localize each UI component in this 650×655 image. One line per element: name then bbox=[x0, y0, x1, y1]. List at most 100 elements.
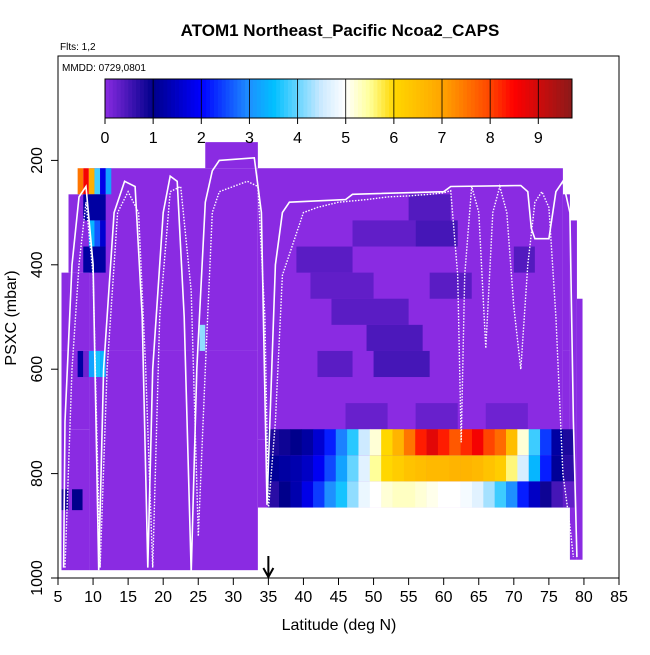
transect-cell bbox=[279, 455, 291, 482]
transect-cell bbox=[494, 429, 507, 456]
transect-cell bbox=[528, 455, 541, 482]
heatmap-cell bbox=[88, 220, 95, 247]
transect-cell bbox=[426, 455, 439, 482]
transect-cell bbox=[347, 429, 359, 456]
heatmap-cell bbox=[408, 194, 451, 221]
colorbar-swatch bbox=[334, 79, 339, 118]
dates-label: MMDD: 0729,0801 bbox=[62, 63, 146, 74]
transect-cell bbox=[540, 455, 552, 482]
transect-cell bbox=[290, 481, 303, 508]
colorbar-swatch bbox=[509, 79, 515, 118]
colorbar-swatch bbox=[478, 79, 483, 118]
transect-cell bbox=[460, 481, 473, 508]
colorbar-swatch bbox=[252, 79, 258, 118]
transect-cell bbox=[415, 455, 427, 482]
colorbar-swatch bbox=[365, 79, 371, 118]
transect-cell bbox=[426, 481, 439, 508]
heatmap-cell bbox=[562, 350, 570, 508]
heatmap-cell bbox=[94, 350, 101, 378]
transect-cell bbox=[301, 455, 314, 482]
transect-cell bbox=[483, 429, 495, 456]
transect-cell bbox=[471, 455, 484, 482]
colorbar-swatch bbox=[287, 79, 293, 118]
transect-cell bbox=[540, 429, 552, 456]
heatmap-cell bbox=[89, 168, 258, 351]
colorbar-swatch bbox=[463, 79, 468, 118]
heatmap-cell bbox=[68, 272, 90, 351]
transect-cell bbox=[313, 429, 325, 456]
transect-cell bbox=[506, 481, 518, 508]
colorbar-swatch bbox=[291, 79, 297, 118]
colorbar-swatch bbox=[404, 79, 409, 118]
heatmap-cell bbox=[576, 298, 583, 560]
colorbar-swatch bbox=[428, 79, 433, 118]
transect-cell bbox=[449, 455, 461, 482]
heatmap-cell bbox=[89, 350, 258, 571]
colorbar-swatch bbox=[105, 79, 110, 118]
colorbar-swatch bbox=[556, 79, 561, 118]
transect-cell bbox=[301, 481, 314, 508]
colorbar-swatch bbox=[186, 79, 192, 118]
colorbar-swatch bbox=[229, 79, 234, 118]
colorbar-swatch bbox=[225, 79, 230, 118]
heatmap-cell bbox=[352, 220, 416, 247]
transect-cell bbox=[267, 481, 280, 508]
colorbar-swatch bbox=[155, 79, 160, 118]
colorbar-swatch bbox=[178, 79, 184, 118]
colorbar-swatch bbox=[525, 79, 530, 118]
colorbar-swatch bbox=[357, 79, 363, 118]
transect-cell bbox=[483, 455, 495, 482]
colorbar-swatch bbox=[482, 79, 487, 118]
transect-cell bbox=[279, 429, 291, 456]
x-axis-label: Latitude (deg N) bbox=[282, 617, 397, 634]
x-tick-label: 75 bbox=[540, 589, 558, 606]
colorbar-swatch bbox=[431, 79, 437, 118]
heatmap-cell bbox=[317, 350, 353, 378]
colorbar-swatch bbox=[536, 79, 542, 118]
heatmap-cell bbox=[373, 350, 430, 378]
transect-cell bbox=[392, 481, 405, 508]
colorbar-swatch bbox=[198, 79, 203, 118]
x-tick-label: 45 bbox=[330, 589, 348, 606]
transect-cell bbox=[426, 429, 439, 456]
transect-cell bbox=[562, 455, 575, 482]
colorbar-swatch bbox=[260, 79, 265, 118]
transect-cell bbox=[403, 455, 416, 482]
y-tick-label: 600 bbox=[29, 356, 46, 383]
heatmap-cell bbox=[513, 246, 535, 273]
heatmap-cell bbox=[205, 142, 258, 169]
colorbar-swatch bbox=[108, 79, 114, 118]
colorbar-swatch bbox=[447, 79, 452, 118]
colorbar-swatch bbox=[143, 79, 149, 118]
transect-cell bbox=[437, 455, 450, 482]
colorbar: 0 1 2 3 4 5 6 7 8 9 bbox=[101, 78, 573, 147]
colorbar-swatch bbox=[540, 79, 546, 118]
colorbar-swatch bbox=[202, 79, 207, 118]
transect-cell bbox=[392, 455, 405, 482]
flight-track-1 bbox=[62, 156, 578, 573]
colorbar-swatch bbox=[171, 79, 176, 118]
heatmap-cell bbox=[83, 350, 89, 378]
heatmap-cell bbox=[415, 403, 458, 430]
colorbar-swatch bbox=[486, 79, 491, 118]
colorbar-swatch bbox=[369, 79, 374, 118]
colorbar-swatch bbox=[435, 79, 441, 118]
colorbar-swatch bbox=[182, 79, 188, 118]
colorbar-swatch bbox=[330, 79, 336, 118]
colorbar-tick-label: 2 bbox=[197, 130, 206, 147]
transect-cell bbox=[369, 481, 382, 508]
colorbar-swatch bbox=[373, 79, 378, 118]
transect-cell bbox=[460, 455, 473, 482]
location-arrow-icon bbox=[262, 556, 275, 580]
colorbar-swatch bbox=[350, 79, 355, 118]
colorbar-swatch bbox=[459, 79, 464, 118]
transect-cell bbox=[551, 455, 564, 482]
flights-label: Flts: 1,2 bbox=[60, 42, 96, 53]
y-axis-label: PSXC (mbar) bbox=[3, 270, 20, 365]
colorbar-swatch bbox=[264, 79, 269, 118]
colorbar-tick-label: 6 bbox=[389, 130, 398, 147]
transect-cell bbox=[437, 429, 450, 456]
transect-cell bbox=[471, 429, 484, 456]
colorbar-swatch bbox=[517, 79, 522, 118]
